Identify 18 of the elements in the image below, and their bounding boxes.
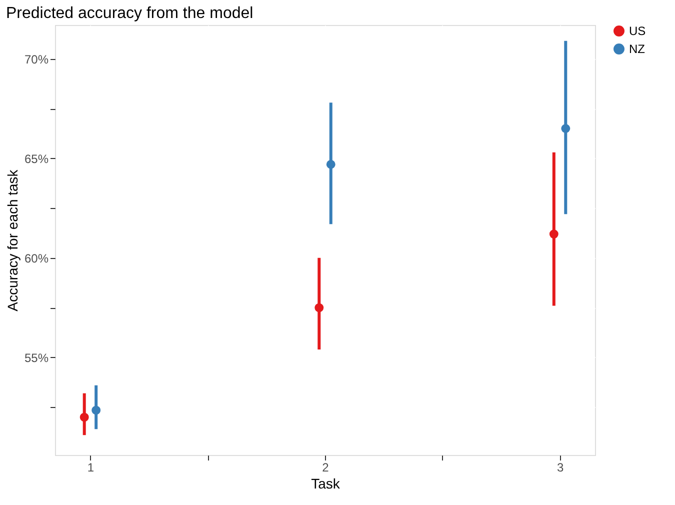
x-axis-title: Task bbox=[311, 476, 341, 492]
x-tick-label: 3 bbox=[556, 460, 564, 474]
legend-label: NZ bbox=[629, 42, 645, 56]
y-tick-label: 55% bbox=[24, 350, 49, 365]
y-tick-label: 65% bbox=[24, 152, 49, 166]
y-tick-label: 70% bbox=[24, 52, 49, 66]
y-axis-title: Accuracy for each task bbox=[4, 168, 20, 312]
point bbox=[314, 303, 324, 312]
legend-label: US bbox=[629, 24, 646, 38]
point bbox=[561, 124, 570, 133]
chart-title: Predicted accuracy from the model bbox=[6, 5, 254, 22]
x-tick-label: 1 bbox=[87, 460, 94, 474]
point bbox=[326, 160, 336, 169]
x-tick-label: 2 bbox=[322, 460, 330, 474]
point bbox=[92, 406, 101, 415]
point bbox=[80, 412, 89, 422]
y-tick-label: 60% bbox=[24, 251, 49, 266]
point bbox=[549, 230, 558, 238]
